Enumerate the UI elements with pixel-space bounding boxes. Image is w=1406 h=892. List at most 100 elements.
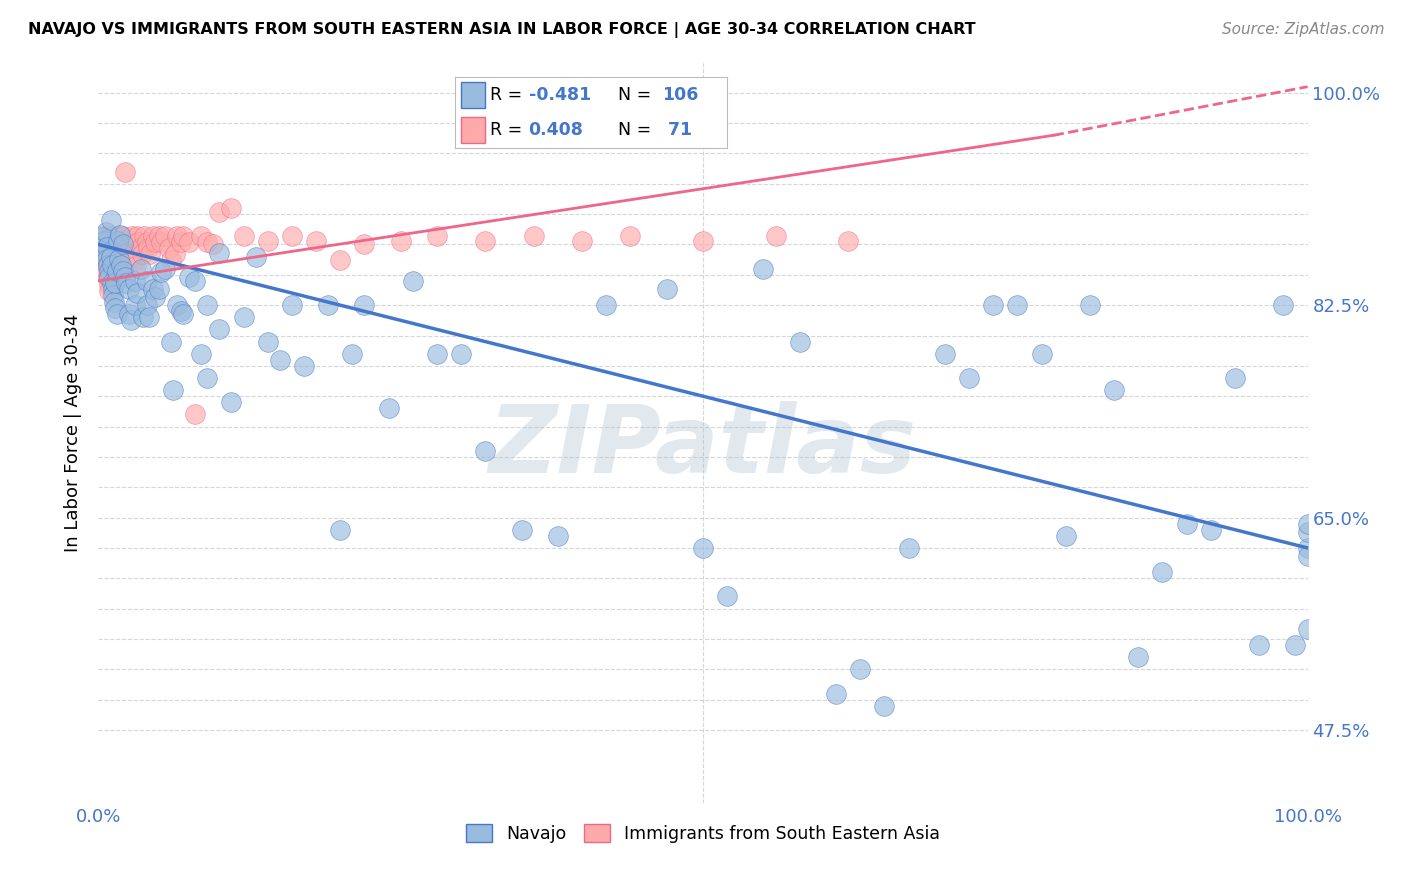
Point (169, 304, 191, 318)
Point (143, 290, 166, 304)
Point (153, 261, 176, 276)
Point (389, 234, 412, 248)
Point (595, 298, 617, 312)
Point (897, 541, 920, 555)
Point (96, 252, 118, 266)
Point (329, 253, 352, 268)
Point (547, 529, 569, 543)
Point (1284, 638, 1306, 652)
Point (190, 229, 212, 244)
Legend: Navajo, Immigrants from South Eastern Asia: Navajo, Immigrants from South Eastern As… (460, 817, 946, 850)
Point (150, 265, 173, 279)
Point (353, 237, 375, 252)
Point (108, 235, 131, 249)
Point (127, 235, 149, 249)
Point (221, 201, 243, 215)
Point (160, 253, 183, 268)
Point (849, 662, 872, 676)
Point (208, 204, 231, 219)
Point (118, 282, 141, 296)
Point (110, 258, 132, 272)
Point (111, 237, 134, 252)
Point (124, 298, 146, 312)
Point (100, 253, 122, 268)
Point (96, 260, 118, 274)
Point (98, 277, 121, 292)
Point (1102, 383, 1125, 397)
Point (195, 235, 218, 249)
Point (91, 229, 114, 244)
Point (120, 312, 142, 326)
Point (166, 229, 188, 244)
Point (184, 408, 207, 422)
Point (94, 225, 117, 239)
Point (142, 282, 165, 296)
Point (160, 334, 183, 349)
Point (134, 229, 156, 244)
Point (148, 229, 170, 244)
Point (619, 229, 641, 244)
Point (135, 298, 157, 312)
Point (135, 274, 157, 288)
Point (1031, 347, 1053, 361)
Point (166, 298, 188, 312)
Point (108, 227, 131, 242)
Point (118, 307, 141, 321)
Point (91, 241, 114, 255)
Point (281, 298, 304, 312)
Point (184, 274, 207, 288)
Point (1223, 371, 1246, 385)
Point (114, 270, 136, 285)
Point (163, 247, 186, 261)
Point (118, 250, 141, 264)
Point (91, 230, 114, 244)
Point (105, 307, 128, 321)
Point (1078, 298, 1101, 312)
Point (402, 274, 425, 288)
Point (93, 247, 115, 261)
Point (112, 237, 135, 252)
Point (132, 310, 155, 325)
Point (765, 229, 787, 244)
Y-axis label: In Labor Force | Age 30-34: In Labor Force | Age 30-34 (65, 313, 83, 552)
Point (105, 264, 128, 278)
Text: ZIPatlas: ZIPatlas (489, 401, 917, 493)
Point (129, 241, 152, 255)
Point (873, 698, 896, 713)
Point (232, 310, 254, 325)
Point (837, 234, 859, 248)
Point (1249, 638, 1271, 652)
Point (111, 264, 134, 278)
Point (97, 258, 120, 272)
Point (100, 229, 122, 244)
Point (172, 229, 194, 244)
Point (136, 241, 159, 255)
Point (153, 229, 176, 244)
Point (103, 247, 125, 261)
Point (316, 298, 339, 312)
Point (195, 298, 218, 312)
Point (450, 347, 472, 361)
Point (100, 260, 122, 274)
Point (377, 401, 399, 416)
Point (111, 229, 134, 244)
Point (426, 347, 449, 361)
Point (115, 237, 138, 252)
Point (139, 247, 162, 261)
Point (169, 235, 191, 249)
Point (118, 237, 141, 252)
Point (101, 288, 124, 302)
Point (125, 260, 148, 274)
Point (292, 359, 315, 373)
Point (342, 347, 364, 361)
Point (108, 241, 131, 255)
Point (142, 229, 165, 244)
Point (98, 264, 121, 278)
Point (195, 371, 218, 385)
Point (91, 235, 114, 249)
Point (1296, 525, 1319, 540)
Point (208, 322, 231, 336)
Point (269, 352, 291, 367)
Point (150, 235, 173, 249)
Point (124, 274, 146, 288)
